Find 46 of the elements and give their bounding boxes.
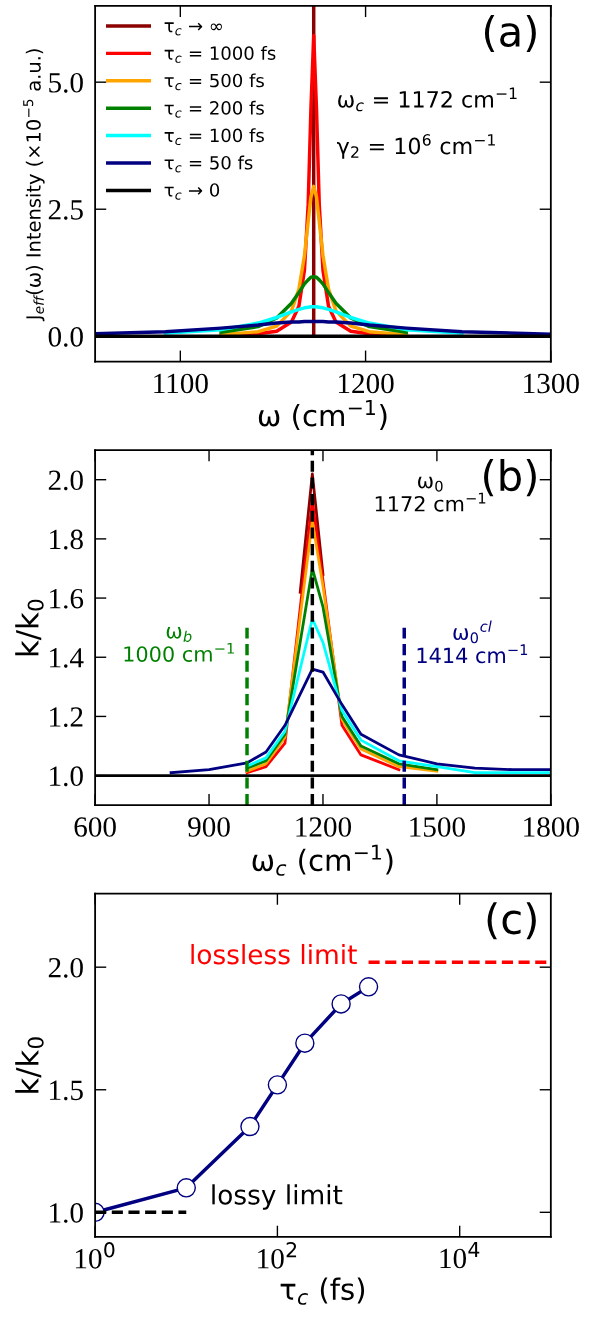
series-label: lossy limit <box>212 1184 343 1210</box>
x-tick-label: 1800 <box>524 817 579 837</box>
legend-label: τ$_{c}$ = 500 fs <box>164 73 264 91</box>
y-tick-label: 1.8 <box>50 529 83 550</box>
y-tick-label: 1.0 <box>50 766 83 787</box>
x-tick-label: 1200 <box>338 373 394 394</box>
x-tick-label: 10$^{0}$ <box>75 1242 115 1269</box>
line-series <box>95 319 551 336</box>
y-tick-label: 5.0 <box>49 72 83 93</box>
legend-label: τ$_{c}$ = 50 fs <box>164 155 253 173</box>
series-label: lossless limit <box>191 943 357 965</box>
legend-label: τ$_{c}$ → ∞ <box>164 22 222 36</box>
y-tick-label: 2.5 <box>48 200 83 220</box>
annotation: (a) <box>484 14 536 52</box>
y-tick-label: 1.5 <box>50 1080 83 1101</box>
x-tick-label: 900 <box>188 817 230 837</box>
y-axis-title: J$_{eff}$(ω) Intensity (×10$^{−5}$ a.u.) <box>23 49 45 322</box>
x-tick-label: 1200 <box>296 817 352 837</box>
y-tick-label: 1.4 <box>50 648 84 668</box>
legend-label: τ$_{c}$ → 0 <box>164 183 220 200</box>
y-axis-title: k/k$_{0}$ <box>15 1037 44 1093</box>
ref-line-label: ω$_{b}$ 1000 cm$^{−1}$ <box>124 626 234 662</box>
y-tick-label: 1.2 <box>50 707 83 727</box>
annotation: γ$_{2}$ = 10$^{6}$ cm$^{−1}$ <box>336 134 495 159</box>
y-tick-label: 2.0 <box>48 957 83 978</box>
annotation: ω$_{c}$ = 1172 cm$^{−1}$ <box>338 87 517 112</box>
y-tick-label: 2.0 <box>48 470 83 491</box>
x-tick-label: 1100 <box>154 373 208 394</box>
y-tick-label: 0.0 <box>48 326 83 347</box>
x-tick-label: 1300 <box>524 373 579 394</box>
legend-label: τ$_{c}$ = 200 fs <box>164 100 264 118</box>
x-tick-label: 600 <box>74 817 116 837</box>
x-axis-title: τ$_{c}$ (fs) <box>280 1277 365 1305</box>
x-tick-label: 10$^{2}$ <box>258 1242 297 1269</box>
legend-label: τ$_{c}$ = 1000 fs <box>164 45 276 63</box>
x-tick-label: 10$^{4}$ <box>440 1242 480 1269</box>
ref-line-label: ω$_{0}$$^{cl}$ 1414 cm$^{−1}$ <box>417 620 528 664</box>
x-tick-label: 1500 <box>410 817 465 837</box>
annotation: (c) <box>487 902 536 940</box>
legend-label: τ$_{c}$ = 100 fs <box>164 128 264 146</box>
y-axis-title: k/k$_{0}$ <box>15 599 44 656</box>
x-axis-title: ω$_{c}$ (cm$^{−1}$) <box>252 844 393 876</box>
y-tick-label: 1.6 <box>50 588 84 609</box>
y-tick-label: 1.0 <box>50 1203 83 1223</box>
annotation: (b) <box>484 459 536 497</box>
x-axis-title: ω (cm$^{−1}$) <box>258 400 387 430</box>
